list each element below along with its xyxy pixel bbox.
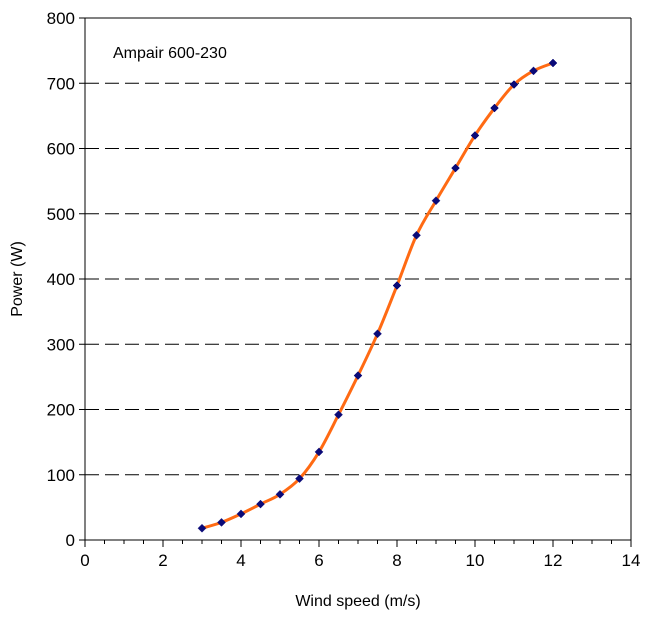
y-tick-label: 700 (47, 74, 75, 93)
y-tick-label: 300 (47, 335, 75, 354)
axes (79, 17, 632, 547)
x-tick-label: 0 (80, 551, 89, 570)
data-point-marker (451, 163, 460, 173)
y-tick-labels: 0 100 200 300 400 500 600 700 800 (47, 9, 75, 550)
y-tick-label: 800 (47, 9, 75, 28)
data-point-marker (392, 281, 402, 290)
x-tick-labels: 0 2 4 6 8 10 12 14 (80, 551, 640, 570)
x-tick-label: 10 (466, 551, 485, 570)
y-axis-title: Power (W) (9, 241, 26, 317)
y-tick-label: 200 (47, 401, 75, 420)
data-point-marker (314, 447, 324, 457)
y-tick-label: 100 (47, 466, 75, 485)
data-point-marker (431, 196, 441, 206)
data-point-marker (256, 499, 265, 509)
data-point-marker (275, 489, 285, 499)
data-point-marker (334, 410, 343, 420)
data-point-marker (529, 66, 538, 76)
x-tick-label: 6 (314, 551, 323, 570)
x-tick-label: 8 (392, 551, 401, 570)
series (197, 58, 558, 533)
y-tick-label: 600 (47, 140, 75, 159)
data-point-marker (470, 131, 480, 140)
data-point-marker (236, 509, 246, 519)
data-point-marker (197, 523, 207, 533)
x-tick-label: 12 (544, 551, 563, 570)
data-point-marker (295, 474, 304, 484)
y-tick-label: 500 (47, 205, 75, 224)
x-tick-label: 4 (236, 551, 245, 570)
data-point-marker (548, 58, 558, 68)
x-axis-title: Wind speed (m/s) (295, 593, 420, 610)
data-point-marker (490, 103, 499, 113)
data-point-marker (217, 518, 226, 527)
x-tick-label: 2 (158, 551, 167, 570)
gridlines (85, 82, 631, 476)
data-point-marker (373, 329, 382, 339)
y-tick-label: 0 (66, 531, 75, 550)
x-tick-label: 14 (622, 551, 641, 570)
y-tick-label: 400 (47, 270, 75, 289)
chart-annotation: Ampair 600-230 (113, 45, 227, 62)
data-point-marker (412, 230, 421, 240)
data-point-marker (353, 371, 363, 380)
data-point-marker (509, 80, 519, 89)
